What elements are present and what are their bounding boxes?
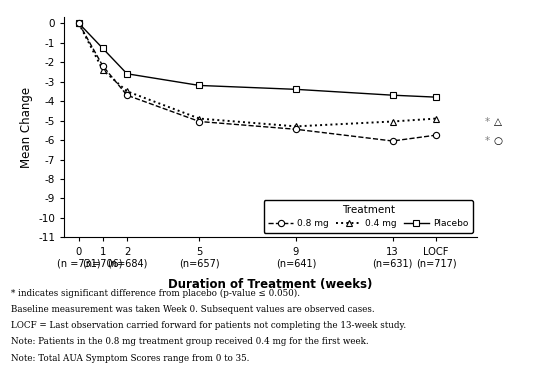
Text: (n=717): (n=717) (416, 259, 456, 268)
Y-axis label: Mean Change: Mean Change (20, 87, 32, 168)
Text: Note: Patients in the 0.8 mg treatment group received 0.4 mg for the first week.: Note: Patients in the 0.8 mg treatment g… (11, 337, 369, 346)
Text: Baseline measurement was taken Week 0. Subsequent values are observed cases.: Baseline measurement was taken Week 0. S… (11, 305, 375, 314)
Text: *: * (484, 116, 490, 126)
Text: (n=641): (n=641) (276, 259, 316, 268)
Text: * indicates significant difference from placebo (p-value ≤ 0.050).: * indicates significant difference from … (11, 289, 300, 298)
Text: (n=706): (n=706) (83, 259, 123, 268)
Text: 0: 0 (75, 247, 82, 257)
Text: (n =731): (n =731) (57, 259, 100, 268)
Text: Duration of Treatment (weeks): Duration of Treatment (weeks) (169, 278, 373, 291)
Text: LOCF: LOCF (424, 247, 449, 257)
Text: (n=684): (n=684) (107, 259, 147, 268)
Text: *: * (484, 136, 490, 146)
Text: 5: 5 (196, 247, 203, 257)
Text: (n=631): (n=631) (372, 259, 413, 268)
Text: 9: 9 (293, 247, 299, 257)
Legend: 0.8 mg, 0.4 mg, Placebo: 0.8 mg, 0.4 mg, Placebo (264, 200, 473, 233)
Text: (n=657): (n=657) (179, 259, 220, 268)
Text: 1: 1 (100, 247, 106, 257)
Text: 13: 13 (386, 247, 399, 257)
Text: LOCF = Last observation carried forward for patients not completing the 13-week : LOCF = Last observation carried forward … (11, 321, 406, 330)
Text: 2: 2 (124, 247, 130, 257)
Text: Note: Total AUA Symptom Scores range from 0 to 35.: Note: Total AUA Symptom Scores range fro… (11, 354, 249, 362)
Text: ○: ○ (494, 136, 503, 146)
Text: △: △ (494, 116, 502, 126)
